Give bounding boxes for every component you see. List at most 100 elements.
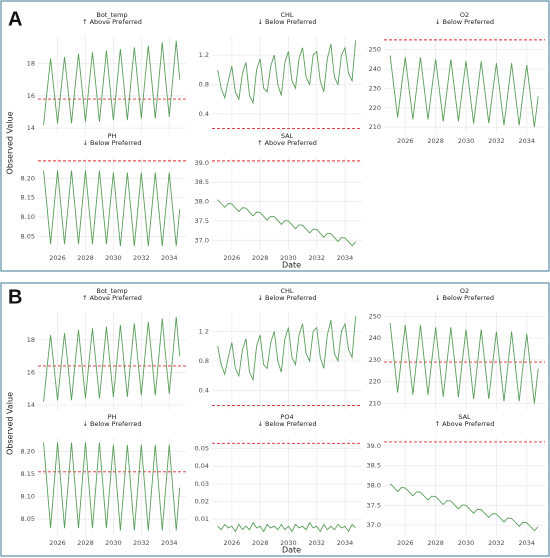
line-series xyxy=(389,322,539,404)
facet-title: O2 xyxy=(460,11,469,19)
line-series xyxy=(389,55,539,128)
x-tick-label: 2028 xyxy=(252,254,269,262)
y-tick-label: 0.8 xyxy=(199,357,209,365)
x-tick-label: 2034 xyxy=(519,539,536,547)
y-tick-label: 0.4 xyxy=(199,110,209,118)
x-tick-label: 2030 xyxy=(280,254,297,262)
line-series xyxy=(217,521,356,533)
y-tick-label: 8.05 xyxy=(21,232,35,240)
facet-title: PH xyxy=(108,132,117,140)
y-tick-label: 39.0 xyxy=(195,159,209,167)
facet-subtitle: ↓ Below Preferred xyxy=(258,294,317,302)
x-tick-label: 2028 xyxy=(77,539,94,547)
facet-subtitle: ↑ Above Preferred xyxy=(435,420,495,428)
x-tick-label: 2026 xyxy=(224,539,241,547)
y-tick-label: 230 xyxy=(369,84,381,92)
panel-label: B xyxy=(8,286,22,308)
y-tick-label: 8.10 xyxy=(21,493,35,501)
x-tick-label: 2030 xyxy=(458,137,475,145)
panel-label: A xyxy=(8,8,22,30)
facet-subtitle: ↑ Above Preferred xyxy=(82,294,142,302)
x-tick-label: 2026 xyxy=(397,539,414,547)
facet-subtitle: ↑ Above Preferred xyxy=(257,139,317,147)
y-tick-label: 14 xyxy=(27,124,35,132)
facet-subtitle: ↓ Below Preferred xyxy=(258,420,317,428)
y-tick-label: 38.0 xyxy=(195,198,209,206)
facet-subtitle: ↓ Below Preferred xyxy=(435,294,494,302)
facet-title: CHL xyxy=(280,287,293,295)
line-series xyxy=(217,199,356,247)
y-tick-label: 230 xyxy=(369,356,381,364)
facet-title: PO4 xyxy=(280,413,293,421)
x-axis-label: Date xyxy=(282,261,301,270)
x-tick-label: 2028 xyxy=(252,539,269,547)
y-tick-label: 220 xyxy=(369,378,381,386)
y-tick-label: 0.05 xyxy=(195,445,209,453)
y-tick-label: 220 xyxy=(369,104,381,112)
y-tick-label: 0.03 xyxy=(195,480,209,488)
x-tick-label: 2034 xyxy=(161,254,178,262)
facet-title: SAL xyxy=(281,132,294,140)
y-tick-label: 18 xyxy=(27,336,35,344)
facet-title: Bot_temp xyxy=(96,11,127,19)
line-series xyxy=(43,442,181,531)
facet-title: CHL xyxy=(280,11,293,19)
x-tick-label: 2028 xyxy=(77,254,94,262)
y-tick-label: 18 xyxy=(27,59,35,67)
y-tick-label: 16 xyxy=(27,92,35,100)
facet-title: SAL xyxy=(458,413,471,421)
x-tick-label: 2026 xyxy=(397,137,414,145)
y-tick-label: 210 xyxy=(369,399,381,407)
y-tick-label: 8.05 xyxy=(21,515,35,523)
x-tick-label: 2034 xyxy=(161,539,178,547)
y-tick-label: 8.15 xyxy=(21,194,35,202)
line-series xyxy=(217,40,357,105)
facet-subtitle: ↓ Below Preferred xyxy=(83,139,142,147)
facet-subtitle: ↑ Above Preferred xyxy=(82,18,142,26)
x-tick-label: 2034 xyxy=(337,539,354,547)
y-tick-label: 39.0 xyxy=(367,442,381,450)
x-tick-label: 2028 xyxy=(427,137,444,145)
y-tick-label: 210 xyxy=(369,123,381,131)
y-tick-label: 0.04 xyxy=(195,462,209,470)
y-tick-label: 37.0 xyxy=(367,521,381,529)
x-tick-label: 2032 xyxy=(308,539,325,547)
y-tick-label: 8.10 xyxy=(21,213,35,221)
y-tick-label: 1.2 xyxy=(199,327,209,335)
y-tick-label: 16 xyxy=(27,368,35,376)
panel-frame xyxy=(0,0,550,272)
x-tick-label: 2030 xyxy=(105,539,122,547)
x-tick-label: 2034 xyxy=(519,137,536,145)
line-series xyxy=(43,316,181,402)
y-tick-label: 37.5 xyxy=(367,501,381,509)
y-tick-label: 1.2 xyxy=(199,51,209,59)
y-tick-label: 240 xyxy=(369,334,381,342)
y-axis-label: Observed Value xyxy=(6,392,15,455)
facet-title: PH xyxy=(108,413,117,421)
x-tick-label: 2032 xyxy=(488,137,505,145)
x-tick-label: 2030 xyxy=(280,539,297,547)
y-tick-label: 8.20 xyxy=(21,174,35,182)
y-tick-label: 0.02 xyxy=(195,497,209,505)
y-tick-label: 0.01 xyxy=(195,515,209,523)
y-tick-label: 250 xyxy=(369,312,381,320)
y-tick-label: 0.8 xyxy=(199,81,209,89)
x-tick-label: 2026 xyxy=(49,254,66,262)
line-series xyxy=(217,316,357,382)
y-tick-label: 38.5 xyxy=(367,462,381,470)
y-tick-label: 14 xyxy=(27,401,35,409)
x-tick-label: 2026 xyxy=(49,539,66,547)
y-tick-label: 38.5 xyxy=(195,178,209,186)
x-tick-label: 2028 xyxy=(427,539,444,547)
line-series xyxy=(389,483,539,532)
facet-subtitle: ↓ Below Preferred xyxy=(258,18,317,26)
y-tick-label: 38.0 xyxy=(367,482,381,490)
y-tick-label: 240 xyxy=(369,65,381,73)
panel-frame xyxy=(0,282,550,557)
facet-title: O2 xyxy=(460,287,469,295)
y-tick-label: 37.0 xyxy=(195,236,209,244)
facet-subtitle: ↓ Below Preferred xyxy=(435,18,494,26)
line-series xyxy=(43,40,181,125)
